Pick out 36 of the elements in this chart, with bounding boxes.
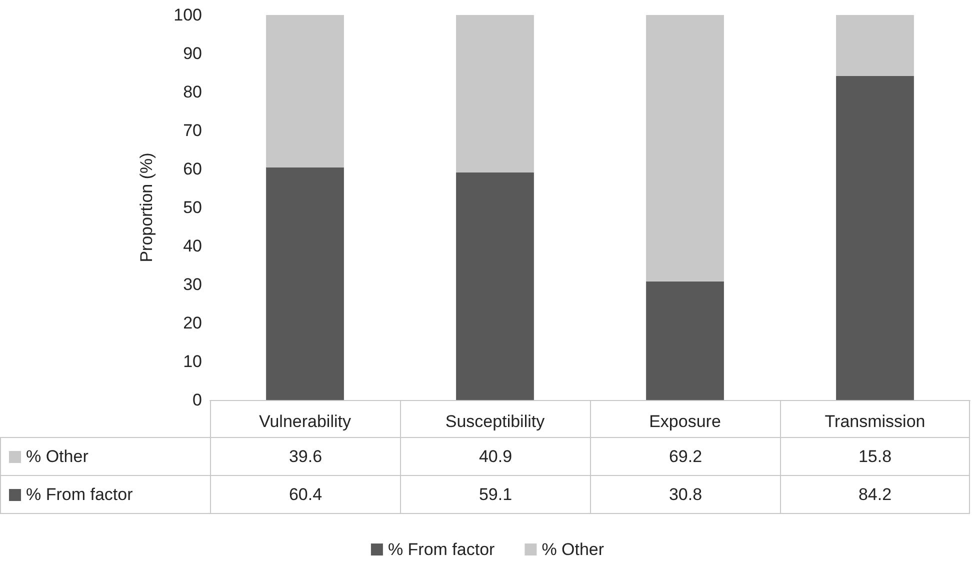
text: % From factor [26,484,133,504]
data-label: 15.8 [780,438,970,476]
y-tick-label: 70 [183,121,202,140]
text: % Other [542,540,604,559]
bar [646,15,724,282]
y-tick-label: 0 [192,390,202,410]
data-label: 39.6 [210,438,400,476]
y-tick-label: 10 [183,352,202,371]
x-tick-label: Exposure [649,412,721,431]
data-label: 30.8 [590,476,780,514]
x-tick-label: Transmission [824,412,926,431]
bar [456,15,534,172]
y-axis-title: Proportion (%) [137,152,156,262]
data-label: 69.2 [590,438,780,476]
y-tick-label: 90 [183,44,202,63]
bar [266,15,344,168]
x-tick-label: Susceptibility [445,412,546,431]
y-tick-label: 50 [183,198,202,217]
y-tick-label: 30 [183,275,202,294]
x-tick-label: Vulnerability [259,412,352,431]
data-label: 60.4 [210,476,400,514]
bar [646,281,724,400]
data-label: 40.9 [400,438,590,476]
data-label: 59.1 [400,476,590,514]
bar [266,167,344,400]
bar [836,15,914,76]
y-tick-label: 20 [183,314,202,332]
y-tick-label: 100 [174,6,202,24]
y-tick-label: 80 [183,82,202,102]
y-tick-label: 40 [183,236,202,256]
bar [836,76,914,400]
y-tick-label: 60 [183,160,202,178]
bar [456,172,534,400]
legend-label: % Other [0,438,210,476]
data-label: 84.2 [780,476,970,514]
legend-label: % From factor [388,540,496,559]
